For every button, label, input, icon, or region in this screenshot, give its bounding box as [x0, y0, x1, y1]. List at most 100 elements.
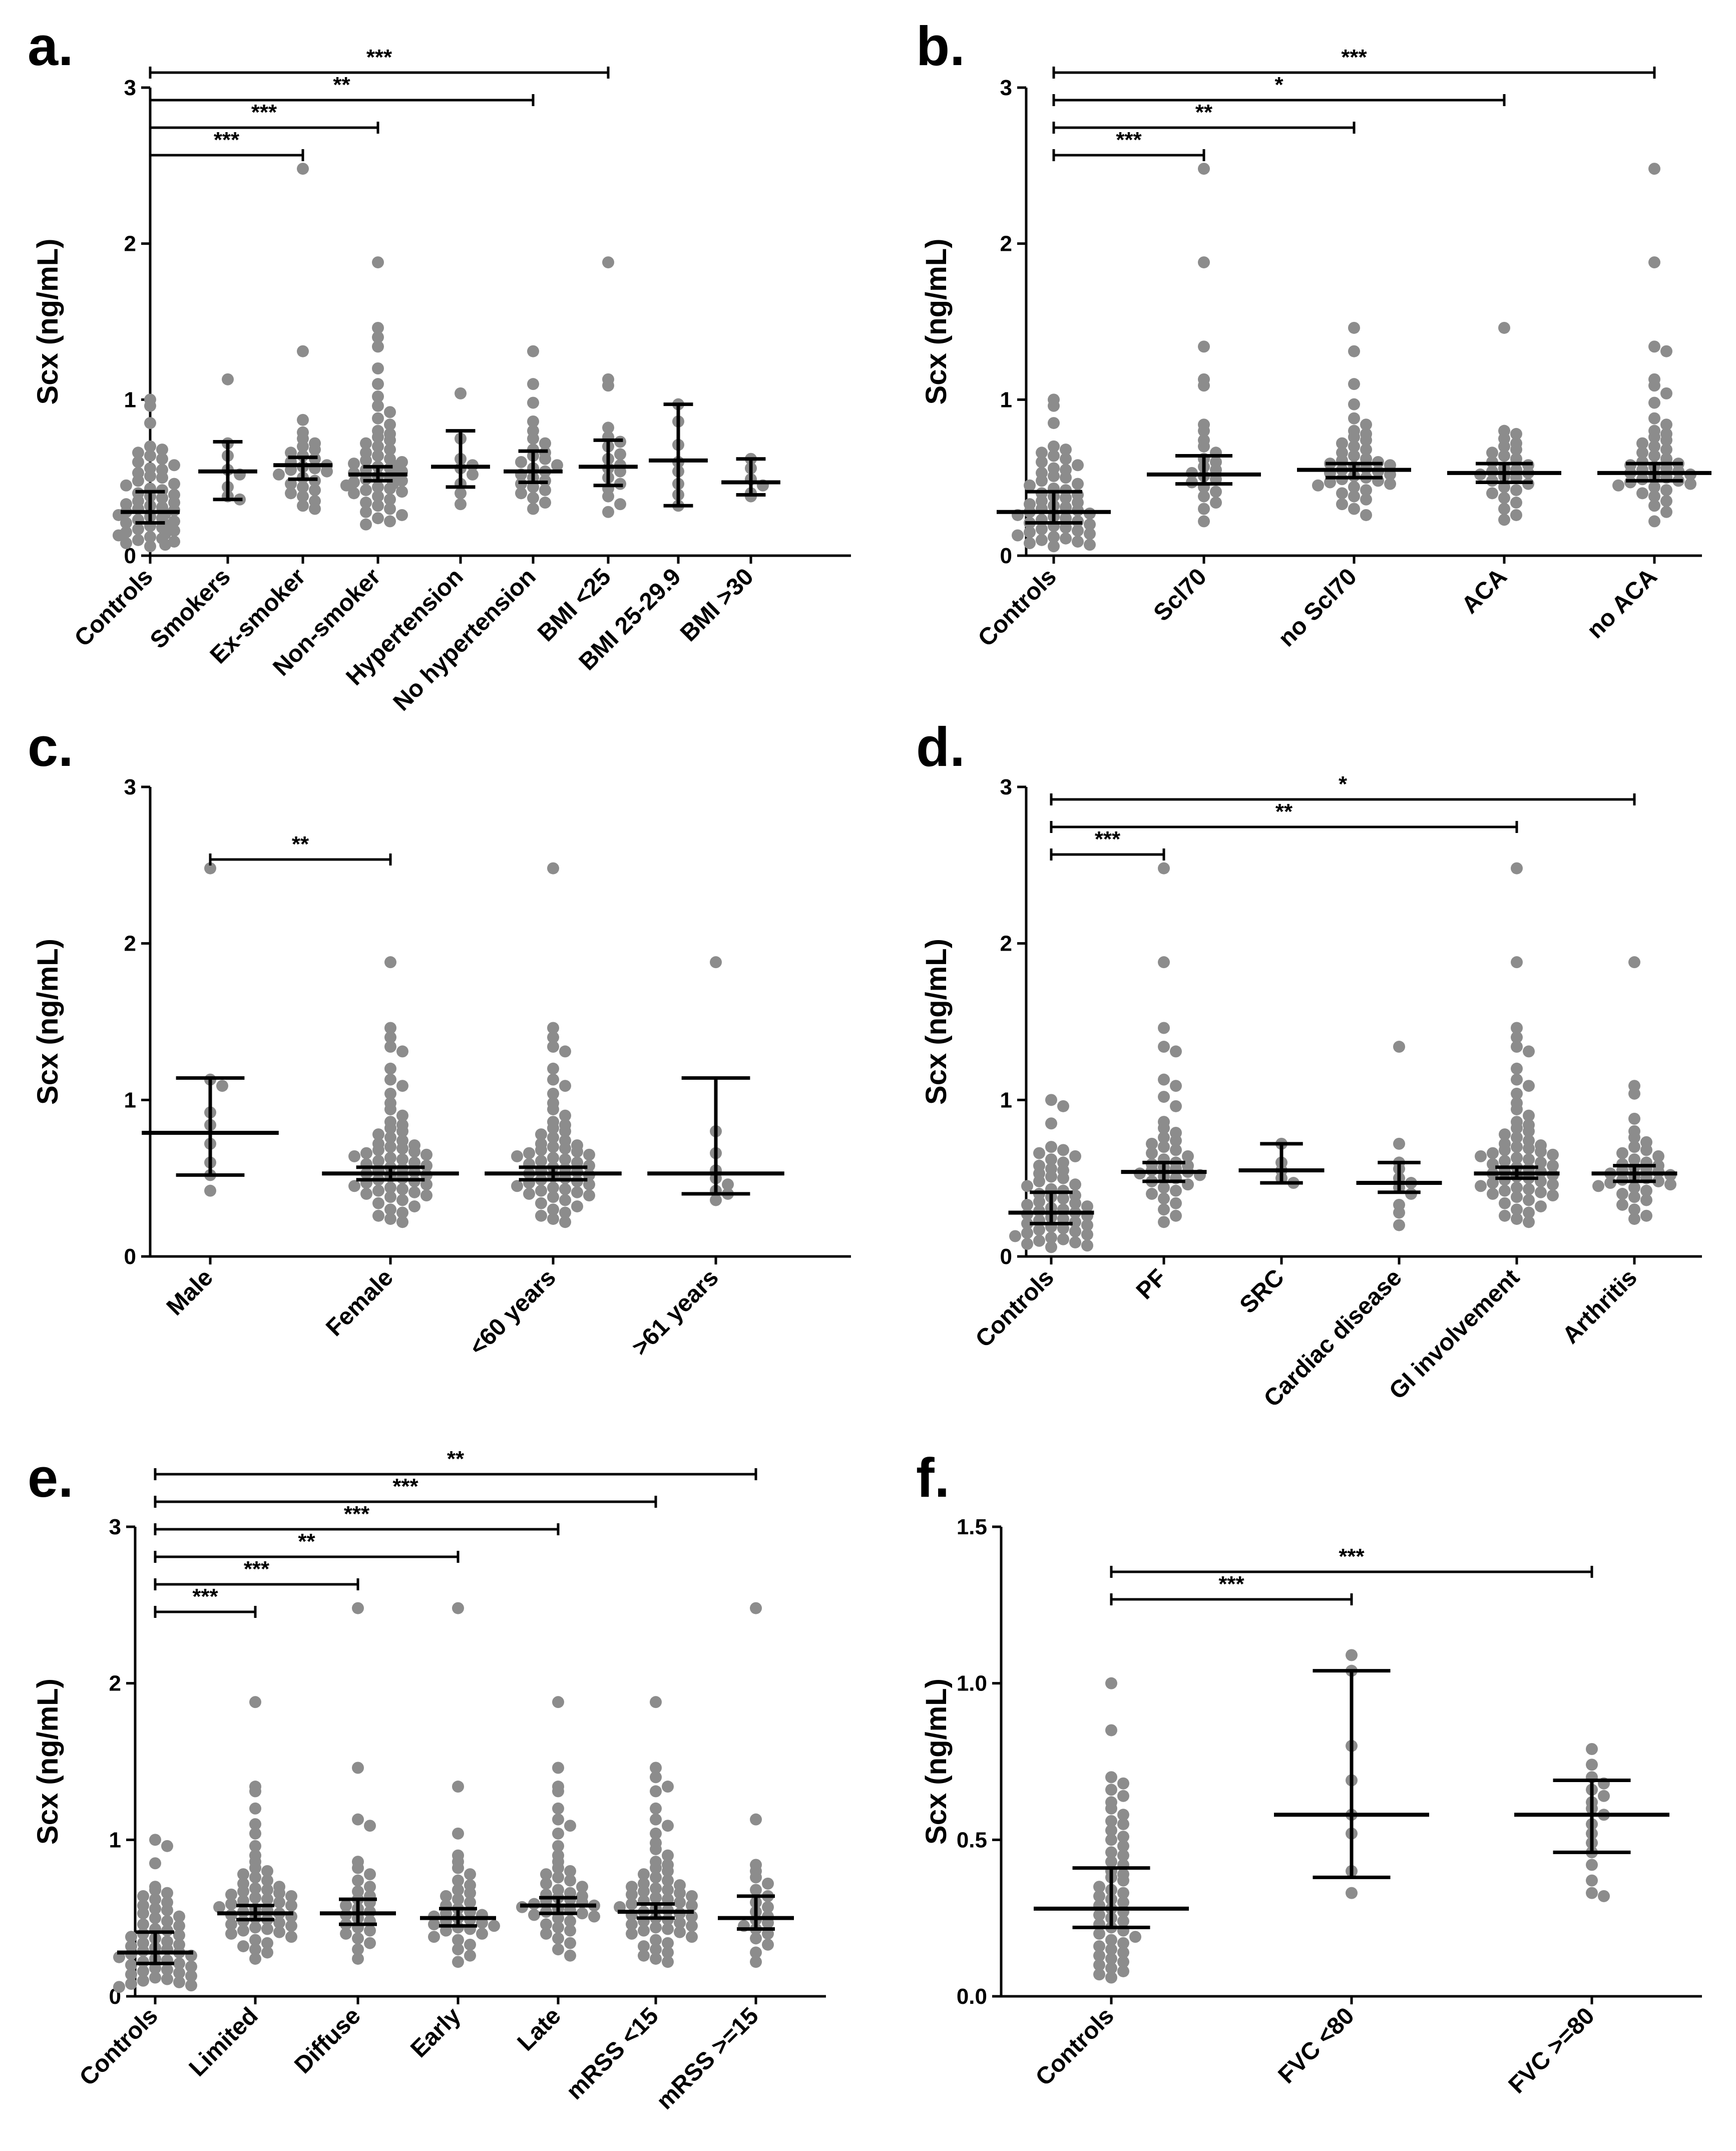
data-point: [1045, 1231, 1057, 1244]
x-tick-label: Controls: [973, 563, 1062, 652]
y-tick-label: 2: [109, 1671, 121, 1696]
data-point: [1652, 1175, 1664, 1187]
data-point: [1511, 1103, 1523, 1116]
data-point: [1170, 1045, 1182, 1058]
data-point: [626, 1898, 638, 1910]
data-point: [384, 1031, 396, 1044]
x-tick-label: Scl70: [1149, 563, 1212, 626]
data-point: [1523, 1142, 1535, 1155]
significance-label: **: [1275, 799, 1293, 824]
data-point: [464, 1938, 476, 1951]
data-point: [1628, 1181, 1640, 1194]
data-point: [1033, 1175, 1045, 1187]
data-point: [452, 1884, 464, 1896]
data-point: [372, 1128, 384, 1141]
data-point: [1158, 1192, 1170, 1205]
data-point: [1033, 1147, 1045, 1159]
data-point: [1348, 450, 1360, 462]
panel-letter: b.: [916, 16, 965, 77]
data-point: [1523, 1216, 1535, 1228]
data-point: [511, 1150, 523, 1162]
data-point: [1057, 1144, 1069, 1156]
data-point: [149, 1893, 161, 1906]
data-point: [384, 1191, 396, 1203]
data-point: [602, 421, 614, 434]
data-point: [650, 1827, 662, 1840]
data-point: [1648, 163, 1660, 175]
data-point: [1486, 487, 1498, 500]
data-point: [674, 1926, 686, 1938]
data-point: [1117, 1946, 1129, 1959]
data-point: [650, 1785, 662, 1798]
data-point: [638, 1885, 650, 1898]
data-point: [396, 1080, 408, 1092]
data-point: [261, 1893, 273, 1906]
data-point: [527, 415, 539, 427]
data-point: [249, 1802, 261, 1815]
data-point: [535, 1155, 547, 1167]
data-point: [1586, 1859, 1598, 1871]
data-point: [552, 1862, 564, 1874]
data-point: [372, 512, 384, 525]
data-point: [372, 412, 384, 424]
data-point: [1511, 1022, 1523, 1034]
data-point: [1393, 1137, 1405, 1150]
data-point: [1146, 1147, 1158, 1159]
data-point: [1616, 1147, 1628, 1159]
data-point: [1628, 1112, 1640, 1125]
data-point: [1535, 1145, 1547, 1158]
data-point: [1198, 379, 1210, 392]
data-point: [161, 1973, 173, 1985]
data-point: [547, 1203, 559, 1216]
data-point: [1511, 1041, 1523, 1053]
data-point: [564, 1915, 576, 1927]
data-point: [396, 1153, 408, 1166]
y-tick-label: 1: [124, 387, 136, 412]
y-tick-label: 1: [1000, 387, 1012, 412]
data-point: [1393, 1219, 1405, 1231]
data-point: [384, 1181, 396, 1194]
data-point: [125, 1977, 137, 1990]
data-point: [547, 1152, 559, 1164]
x-tick-label: Early: [405, 2002, 466, 2063]
data-point: [1523, 1194, 1535, 1206]
data-point: [384, 1152, 396, 1164]
data-point: [547, 1073, 559, 1086]
data-point: [452, 1862, 464, 1874]
data-point: [650, 1843, 662, 1856]
data-point: [156, 492, 168, 504]
data-point: [1511, 1212, 1523, 1225]
data-point: [1158, 1091, 1170, 1103]
data-point: [626, 1918, 638, 1931]
data-point: [1684, 478, 1696, 490]
data-point: [662, 1781, 674, 1793]
data-point: [1648, 340, 1660, 353]
data-point: [1648, 379, 1660, 392]
data-point: [1198, 440, 1210, 453]
data-point: [547, 1212, 559, 1225]
data-point: [1523, 1080, 1535, 1092]
y-tick-label: 2: [124, 932, 136, 956]
data-point: [1105, 1943, 1117, 1956]
x-tick-label: Male: [162, 1264, 218, 1321]
data-point: [440, 1890, 452, 1902]
data-point: [1628, 1212, 1640, 1225]
data-point: [1628, 1191, 1640, 1203]
data-point: [364, 1868, 376, 1881]
data-point: [1081, 1228, 1093, 1241]
data-point: [428, 1918, 440, 1931]
data-point: [1510, 484, 1522, 497]
data-point: [1105, 1784, 1117, 1796]
data-point: [1105, 1834, 1117, 1846]
data-point: [396, 1109, 408, 1122]
significance-label: *: [1339, 772, 1348, 796]
data-point: [1348, 503, 1360, 515]
data-point: [396, 1125, 408, 1137]
x-tick-label: <60 years: [465, 1264, 561, 1361]
data-point: [1170, 1080, 1182, 1092]
data-point: [1117, 1831, 1129, 1843]
data-point: [1498, 440, 1510, 453]
data-point: [372, 1197, 384, 1209]
significance-label: ***: [244, 1557, 270, 1581]
